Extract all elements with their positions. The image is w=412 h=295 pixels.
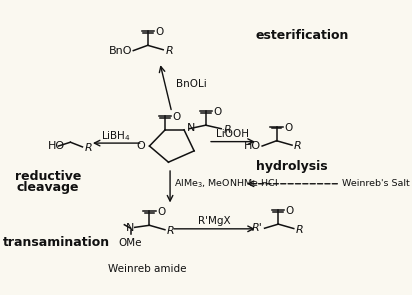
Text: O: O — [284, 122, 293, 132]
Text: esterification: esterification — [256, 30, 349, 42]
Text: O: O — [137, 141, 145, 151]
Text: AlMe$_3$, MeONHMe-HCl: AlMe$_3$, MeONHMe-HCl — [173, 178, 278, 190]
Text: HO: HO — [48, 141, 65, 151]
Text: O: O — [155, 27, 164, 37]
Text: transamination: transamination — [3, 236, 110, 250]
Text: cleavage: cleavage — [17, 181, 80, 194]
Text: LiOOH: LiOOH — [216, 129, 249, 139]
Text: O: O — [286, 206, 294, 216]
Text: hydrolysis: hydrolysis — [256, 160, 328, 173]
Text: N: N — [126, 223, 135, 233]
Text: R: R — [296, 225, 304, 235]
Text: reductive: reductive — [15, 170, 81, 183]
Text: R: R — [294, 141, 302, 151]
Text: O: O — [157, 207, 165, 217]
Text: R: R — [223, 125, 231, 135]
Text: OMe: OMe — [119, 238, 142, 248]
Text: N: N — [187, 123, 195, 133]
Text: BnO: BnO — [109, 46, 132, 56]
Text: R'MgX: R'MgX — [198, 216, 231, 226]
Text: Weinreb's Salt: Weinreb's Salt — [342, 179, 410, 188]
Text: R': R' — [252, 223, 262, 233]
Text: O: O — [213, 107, 222, 117]
Text: BnOLi: BnOLi — [176, 79, 207, 89]
Text: O: O — [173, 112, 181, 122]
Text: HO: HO — [244, 141, 261, 151]
Text: Weinreb amide: Weinreb amide — [108, 264, 187, 274]
Text: R: R — [167, 226, 175, 236]
Text: R: R — [84, 142, 92, 153]
Text: LiBH$_4$: LiBH$_4$ — [101, 129, 131, 143]
Text: R: R — [165, 46, 173, 56]
